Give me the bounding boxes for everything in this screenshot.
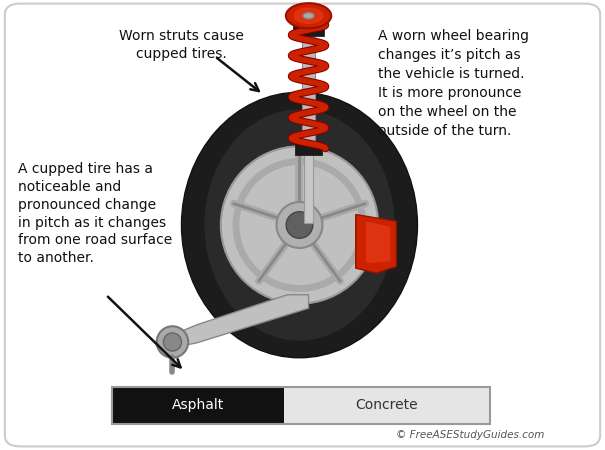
- Polygon shape: [166, 295, 309, 349]
- Ellipse shape: [204, 109, 394, 341]
- Ellipse shape: [286, 212, 313, 239]
- Bar: [112, 387, 490, 424]
- Bar: [284, 387, 490, 424]
- Ellipse shape: [276, 202, 322, 248]
- Bar: [302, 20, 315, 153]
- Ellipse shape: [286, 3, 332, 28]
- Bar: [304, 148, 313, 223]
- Text: Concrete: Concrete: [356, 398, 418, 413]
- Text: A cupped tire has a
noticeable and
pronounced change
in pitch as it changes
from: A cupped tire has a noticeable and prono…: [18, 162, 172, 265]
- Bar: [112, 387, 284, 424]
- Polygon shape: [366, 221, 390, 263]
- Ellipse shape: [163, 333, 182, 351]
- Ellipse shape: [182, 92, 417, 358]
- Text: A worn wheel bearing
changes it’s pitch as
the vehicle is turned.
It is more pro: A worn wheel bearing changes it’s pitch …: [378, 29, 529, 138]
- Ellipse shape: [293, 7, 324, 24]
- Text: Asphalt: Asphalt: [172, 398, 224, 413]
- Ellipse shape: [157, 326, 188, 358]
- Ellipse shape: [221, 146, 378, 304]
- Text: Worn struts cause
cupped tires.: Worn struts cause cupped tires.: [119, 29, 244, 61]
- FancyBboxPatch shape: [5, 4, 600, 446]
- Bar: [293, 22, 324, 36]
- Polygon shape: [356, 215, 396, 273]
- Ellipse shape: [303, 13, 314, 19]
- Bar: [295, 144, 322, 155]
- Text: © FreeASEStudyGuides.com: © FreeASEStudyGuides.com: [396, 430, 544, 440]
